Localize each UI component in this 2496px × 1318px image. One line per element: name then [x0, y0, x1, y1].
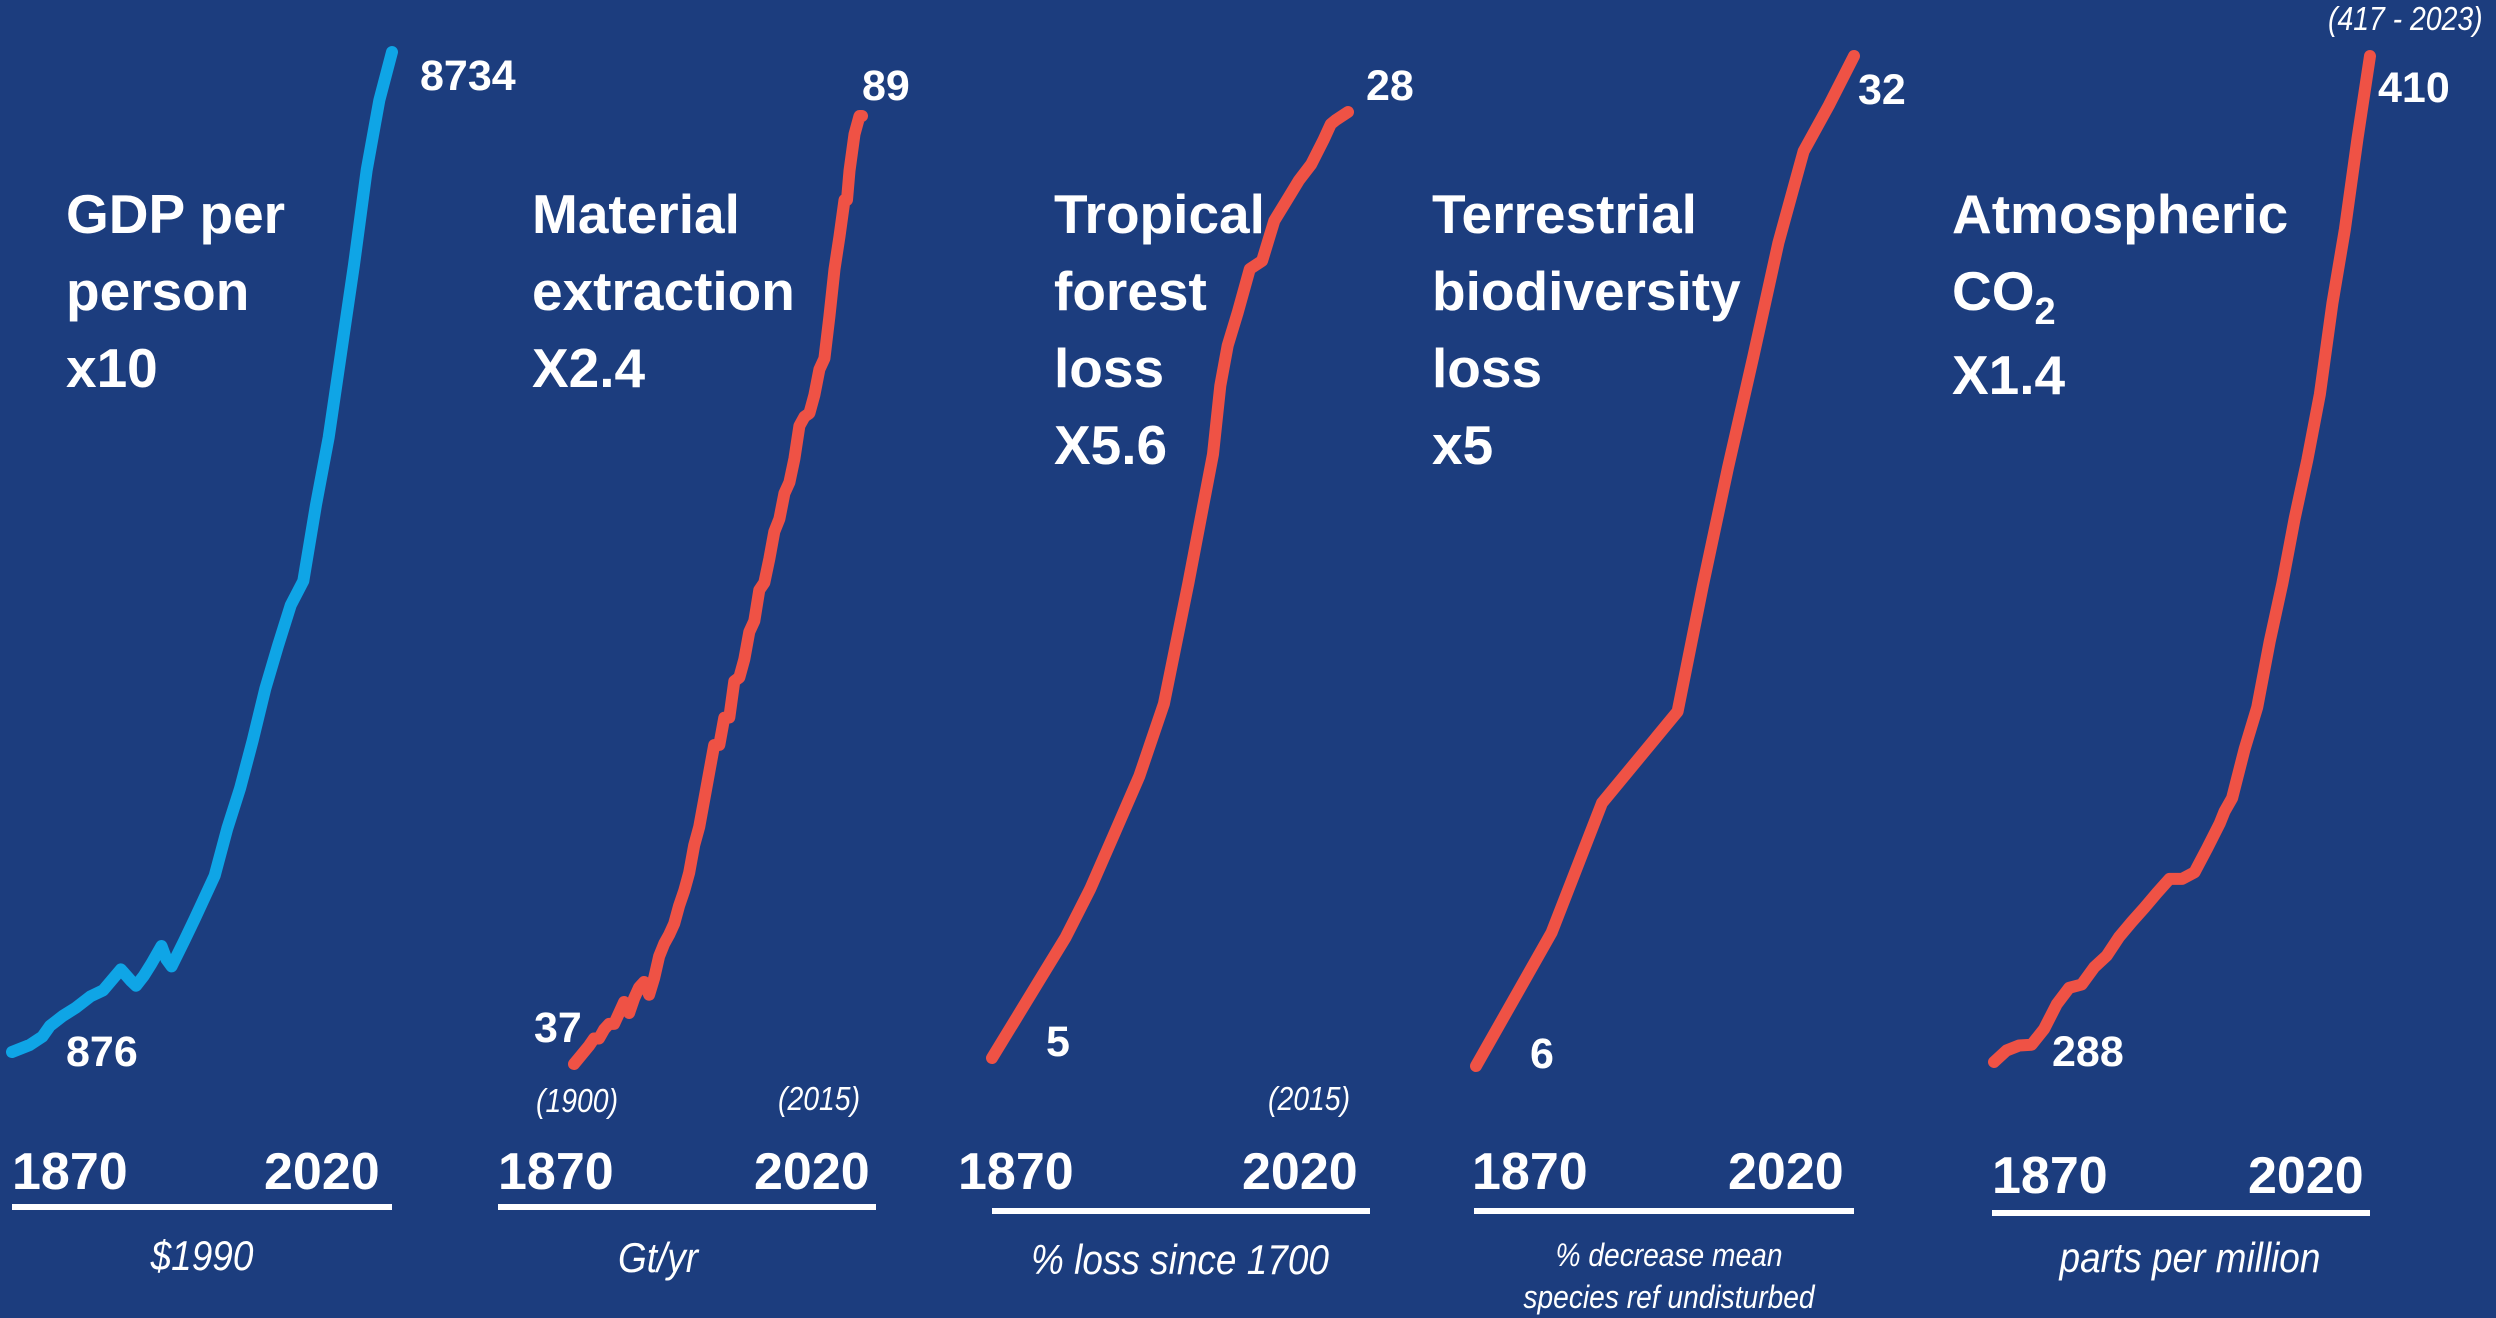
- biodiversity-unit-line-1: % decrease mean: [1555, 1237, 1783, 1273]
- material-axis-rule: [498, 1204, 876, 1210]
- co2-start-value: 288: [2052, 1028, 2124, 1076]
- co2-tick-end: 2020: [2248, 1147, 2364, 1205]
- forest-end-note: (2015): [1268, 1080, 1351, 1117]
- co2-end-value: 410: [2378, 64, 2450, 112]
- material-series-line: [568, 110, 868, 1070]
- biodiversity-start-value: 6: [1530, 1030, 1554, 1078]
- co2-tick-start: 1870: [1992, 1147, 2108, 1205]
- forest-axis-rule: [992, 1208, 1370, 1214]
- co2-unit-label: parts per million: [2059, 1234, 2321, 1281]
- co2-chart-title: Atmospheric CO2 X1.4: [1952, 183, 2289, 406]
- forest-chart-title: Tropical forest loss X5.6: [1054, 183, 1265, 476]
- material-end-value: 89: [862, 62, 910, 110]
- gdp-end-value: 8734: [420, 52, 516, 100]
- co2-end-note: (417 - 2023): [2328, 0, 2483, 37]
- biodiversity-tick-end: 2020: [1728, 1143, 1844, 1201]
- co2-subscript: 2: [2034, 291, 2056, 333]
- material-start-note: (1900): [536, 1082, 619, 1119]
- material-end-note: (2015): [778, 1080, 861, 1117]
- gdp-axis-rule: [12, 1204, 392, 1210]
- biodiversity-series-line: [1470, 50, 1860, 1072]
- gdp-tick-end: 2020: [264, 1143, 380, 1201]
- gdp-chart-title: GDP per person x10: [66, 183, 286, 399]
- forest-end-value: 28: [1366, 62, 1414, 110]
- biodiversity-unit-line-2: species ref undisturbed: [1523, 1279, 1815, 1315]
- gdp-tick-start: 1870: [12, 1143, 128, 1201]
- material-chart-title: Material extraction X2.4: [532, 183, 795, 399]
- biodiversity-axis-rule: [1474, 1208, 1854, 1214]
- biodiversity-chart-title: Terrestrial biodiversity loss x5: [1432, 183, 1741, 476]
- forest-tick-end: 2020: [1242, 1143, 1358, 1201]
- material-tick-start: 1870: [498, 1143, 614, 1201]
- gdp-series-line: [6, 46, 398, 1058]
- gdp-unit-label: $1990: [150, 1232, 254, 1279]
- material-unit-label: Gt/yr: [617, 1234, 699, 1281]
- gdp-start-value: 876: [66, 1028, 138, 1076]
- material-tick-end: 2020: [754, 1143, 870, 1201]
- co2-axis-rule: [1992, 1210, 2370, 1216]
- forest-unit-label: % loss since 1700: [1031, 1236, 1329, 1283]
- biodiversity-tick-start: 1870: [1472, 1143, 1588, 1201]
- forest-tick-start: 1870: [958, 1143, 1074, 1201]
- biodiversity-end-value: 32: [1858, 66, 1906, 114]
- forest-series-line: [986, 106, 1354, 1064]
- forest-start-value: 5: [1046, 1018, 1070, 1066]
- biodiversity-unit-label: % decrease mean species ref undisturbed: [1497, 1234, 1840, 1318]
- material-start-value: 37: [534, 1004, 582, 1052]
- co2-series-line: [1988, 50, 2376, 1068]
